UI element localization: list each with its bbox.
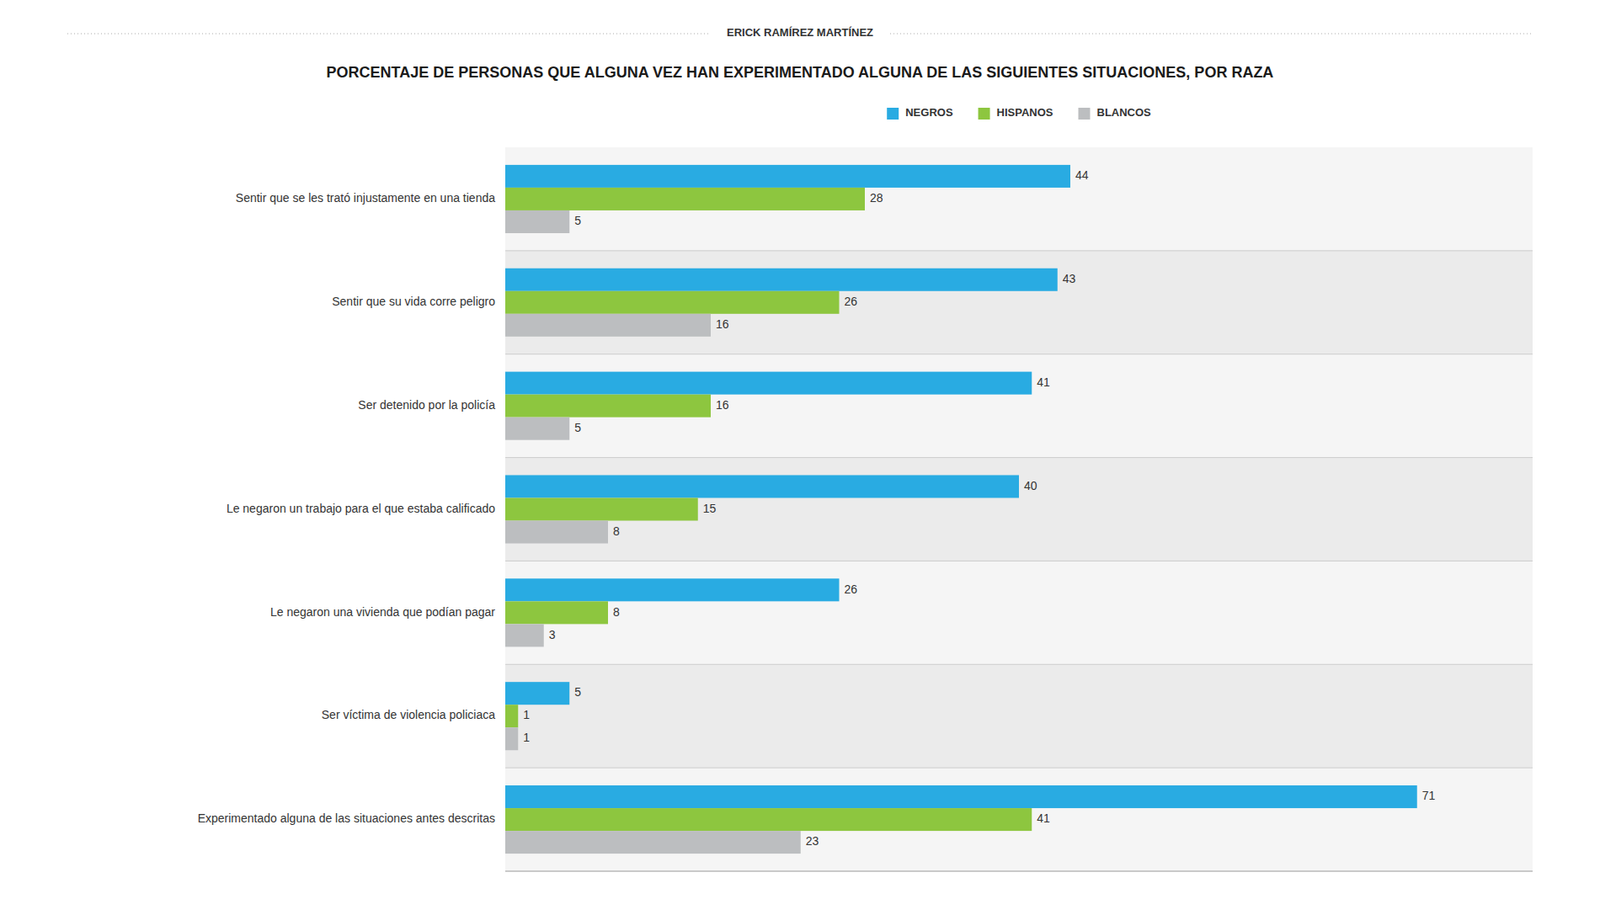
x-axis-line [505, 871, 1533, 873]
row-background [505, 560, 1533, 665]
data-label: 5 [574, 213, 582, 228]
bar [505, 474, 1019, 498]
data-label: 8 [613, 524, 620, 539]
legend-swatch [886, 107, 899, 120]
bar [505, 521, 608, 544]
bar [505, 727, 518, 751]
bar [505, 187, 865, 211]
row-background [505, 147, 1533, 251]
data-label: 71 [1422, 789, 1436, 803]
legend-label: NEGROS [905, 106, 954, 119]
data-label: 5 [574, 421, 582, 435]
legend-label: BLANCOS [1097, 106, 1152, 119]
bar [505, 497, 699, 521]
bar [505, 268, 1058, 292]
category-label: Le negaron un trabajo para el que estaba… [226, 501, 496, 516]
separator [67, 33, 710, 35]
category-label: Sentir que se les trató injustamente en … [235, 191, 496, 205]
row-background [505, 768, 1533, 872]
chart: ERICK RAMÍREZ MARTÍNEZ PORCENTAJE DE PERS… [0, 0, 1600, 899]
bar [505, 314, 711, 337]
data-label: 15 [703, 501, 717, 516]
data-label: 23 [805, 834, 820, 848]
row-backgrounds [505, 147, 1533, 872]
bar [505, 624, 544, 647]
category-label: Sentir que su vida corre peligro [331, 294, 496, 309]
separator [890, 33, 1533, 35]
data-label: 41 [1036, 375, 1051, 390]
bar [505, 417, 570, 441]
row-separator [505, 353, 1533, 355]
legend: NEGROS HISPANOS BLANCOS [886, 106, 1152, 120]
data-label: 16 [715, 317, 730, 331]
category-label: Le negaron una vivienda que podían pagar [270, 605, 496, 619]
category-label: Ser detenido por la policía [357, 398, 496, 412]
legend-label: HISPANOS [997, 106, 1054, 119]
bar [505, 165, 1071, 188]
data-label: 3 [549, 628, 556, 642]
category-label: Experimentado alguna de las situaciones … [197, 811, 496, 826]
bars [505, 165, 1418, 854]
legend-swatch [978, 107, 991, 120]
bar [505, 704, 518, 728]
row-background [505, 250, 1533, 355]
y-axis-labels: Sentir que se les trató injustamente en … [197, 191, 496, 826]
data-label: 26 [844, 294, 859, 309]
category-label: Ser víctima de violencia policiaca [321, 708, 496, 722]
data-label: 40 [1024, 479, 1038, 493]
data-label: 1 [522, 708, 530, 722]
data-label: 1 [522, 730, 530, 745]
data-label: 8 [613, 605, 620, 619]
data-label: 44 [1075, 168, 1089, 182]
row-background [505, 354, 1533, 459]
data-label: 43 [1062, 272, 1077, 286]
bar [505, 291, 840, 315]
data-label: 16 [715, 398, 730, 412]
data-label: 26 [844, 582, 859, 597]
data-label: 5 [574, 685, 582, 699]
title: PORCENTAJE DE PERSONAS QUE ALGUNA VEZ HA… [326, 64, 1275, 81]
bar [505, 394, 711, 418]
data-labels: 44 28 5 43 26 16 41 16 5 40 15 8 26 8 3 5 1 1 71 41 23 [522, 168, 1435, 848]
subtitle: ERICK RAMÍREZ MARTÍNEZ [726, 26, 874, 39]
row-separator [505, 250, 1533, 251]
bar [505, 808, 1032, 832]
row-separator [505, 457, 1533, 459]
bar [505, 831, 801, 854]
bar [505, 372, 1032, 395]
legend-swatch [1078, 107, 1091, 120]
data-label: 41 [1036, 811, 1051, 826]
bar [505, 785, 1418, 809]
bar [505, 601, 608, 624]
row-separator [505, 560, 1533, 562]
bar [505, 682, 570, 705]
row-separator [505, 768, 1533, 769]
bar [505, 210, 570, 234]
row-background [505, 458, 1533, 562]
data-label: 28 [869, 191, 884, 205]
row-separator [505, 664, 1533, 666]
bar [505, 578, 840, 602]
row-background [505, 664, 1533, 768]
